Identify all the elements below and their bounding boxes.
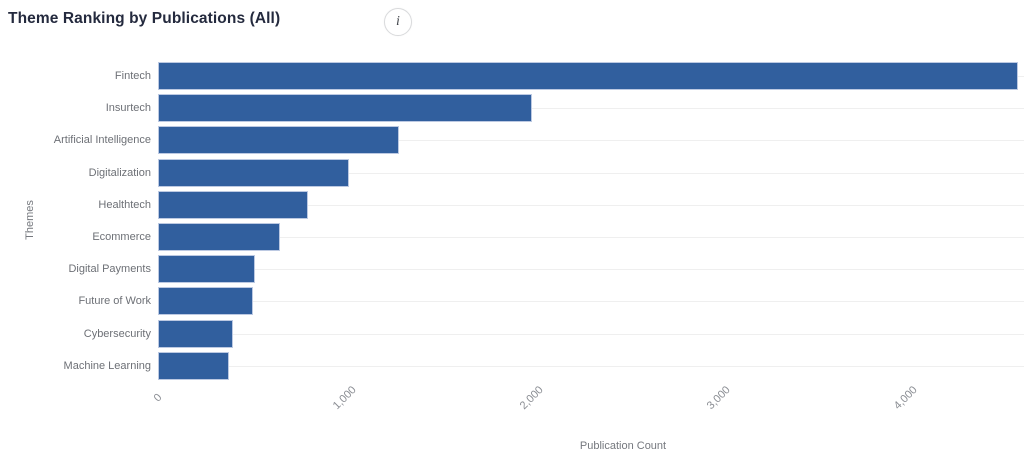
y-tick-label-machine-learning: Machine Learning [63, 359, 151, 372]
x-tick-label: 0 [151, 391, 165, 405]
x-axis-title: Publication Count [579, 440, 667, 452]
y-tick-label-healthtech: Healthtech [98, 198, 151, 211]
x-tick-label: 3,000 [705, 384, 733, 412]
info-icon[interactable]: i [384, 8, 412, 36]
bar-digitalization[interactable] [158, 158, 349, 187]
bar-machine-learning[interactable] [158, 351, 230, 380]
x-tick-label: 1,000 [331, 384, 359, 412]
bar-insurtech[interactable] [158, 94, 532, 123]
y-tick-label-cybersecurity: Cybersecurity [83, 327, 151, 340]
category-gridline [158, 172, 1024, 174]
bar-fintech[interactable] [158, 62, 1019, 90]
y-tick-label-digitalization: Digitalization [88, 166, 151, 179]
bar-healthtech[interactable] [158, 190, 308, 219]
y-tick-label-future-of-work: Future of Work [78, 295, 151, 308]
category-gridline [158, 269, 1024, 271]
y-tick-label-ecommerce: Ecommerce [92, 231, 151, 243]
category-gridline [158, 237, 1024, 238]
y-axis-title: Themes [24, 200, 36, 240]
category-gridline [158, 204, 1024, 206]
category-gridline [158, 140, 1024, 142]
bar-artificial-intelligence[interactable] [158, 126, 400, 155]
bar-future-of-work[interactable] [158, 287, 254, 316]
x-tick-label: 4,000 [892, 384, 920, 412]
y-tick-label-fintech: Fintech [114, 70, 151, 82]
x-tick-label: 2,000 [518, 384, 546, 412]
bar-ecommerce[interactable] [158, 223, 281, 251]
category-gridline [158, 108, 1024, 110]
y-tick-label-digital-payments: Digital Payments [68, 263, 151, 276]
category-gridline [158, 365, 1024, 367]
bar-cybersecurity[interactable] [158, 319, 233, 348]
y-tick-label-artificial-intelligence: Artificial Intelligence [53, 134, 151, 147]
y-tick-label-insurtech: Insurtech [105, 102, 151, 115]
chart-title: Theme Ranking by Publications (All) [8, 10, 281, 27]
category-gridline [158, 301, 1024, 303]
info-icon-glyph: i [396, 14, 400, 29]
bar-digital-payments[interactable] [158, 255, 256, 284]
category-gridline [158, 333, 1024, 335]
